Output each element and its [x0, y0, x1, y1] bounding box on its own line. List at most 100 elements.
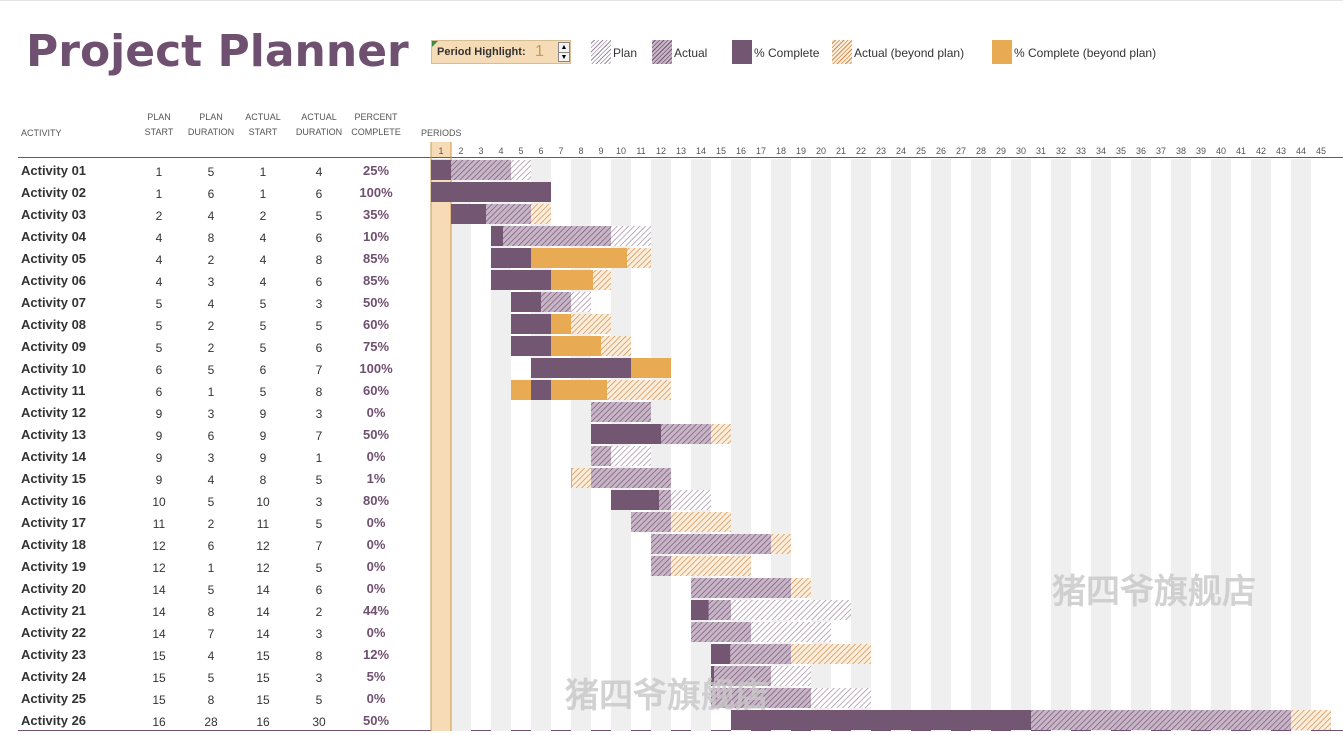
percent-complete-cell: 85% — [362, 273, 390, 288]
header-rule — [18, 157, 1343, 158]
actual-start-cell: 9 — [259, 451, 267, 465]
actual-beyond-plan-bar — [671, 512, 731, 532]
period-number: 24 — [896, 146, 906, 156]
period-number: 22 — [856, 146, 866, 156]
period-column-stripe — [931, 159, 951, 731]
period-number: 42 — [1256, 146, 1266, 156]
percent-complete-bar — [511, 314, 551, 334]
period-column-stripe — [651, 159, 671, 731]
header-actual-start: ACTUAL START — [245, 112, 281, 137]
plan-duration-cell: 6 — [207, 187, 215, 201]
plan-duration-cell: 7 — [207, 627, 215, 641]
percent-complete-bar — [611, 490, 659, 510]
actual-duration-cell: 4 — [315, 165, 323, 179]
actual-bar — [711, 644, 791, 664]
period-number: 9 — [598, 146, 603, 156]
percent-complete-cell: 10% — [362, 229, 390, 244]
plan-start-cell: 9 — [155, 473, 163, 487]
actual-duration-cell: 3 — [315, 407, 323, 421]
percent-complete-bar — [491, 248, 531, 268]
header-periods: PERIODS — [421, 128, 462, 138]
footer-rule — [18, 730, 1343, 731]
actual-start-cell: 16 — [256, 715, 270, 729]
period-column-stripe — [1211, 159, 1231, 731]
activity-name: Activity 16 — [21, 493, 87, 508]
plan-duration-cell: 5 — [207, 671, 215, 685]
actual-duration-cell: 3 — [315, 495, 323, 509]
period-number: 5 — [518, 146, 523, 156]
period-highlight-value[interactable]: 1 — [535, 43, 544, 60]
period-number: 40 — [1216, 146, 1226, 156]
actual-start-cell: 5 — [259, 297, 267, 311]
actual-duration-cell: 8 — [315, 385, 323, 399]
legend-swatch-actual-beyond — [832, 40, 852, 64]
percent-complete-cell: 100% — [359, 361, 393, 376]
period-spinner[interactable]: ▲ ▼ — [558, 42, 570, 62]
actual-duration-cell: 5 — [315, 209, 323, 223]
percent-complete-cell: 0% — [366, 691, 386, 706]
actual-start-cell: 5 — [259, 319, 267, 333]
percent-complete-cell: 75% — [362, 339, 390, 354]
percent-complete-bar — [731, 710, 1031, 730]
actual-duration-cell: 6 — [315, 275, 323, 289]
actual-start-cell: 10 — [256, 495, 270, 509]
plan-start-cell: 15 — [152, 649, 166, 663]
plan-duration-cell: 3 — [207, 407, 215, 421]
actual-bar — [631, 512, 671, 532]
period-number: 27 — [956, 146, 966, 156]
plan-start-cell: 6 — [155, 363, 163, 377]
actual-duration-cell: 7 — [315, 363, 323, 377]
actual-duration-cell: 6 — [315, 583, 323, 597]
percent-complete-cell: 0% — [366, 559, 386, 574]
actual-start-cell: 15 — [256, 671, 270, 685]
page-title: Project Planner — [26, 26, 409, 77]
plan-duration-cell: 8 — [207, 605, 215, 619]
activity-name: Activity 26 — [21, 713, 87, 728]
legend-swatch-plan — [591, 40, 611, 64]
spinner-down-icon[interactable]: ▼ — [560, 54, 568, 61]
percent-complete-beyond-bar — [571, 468, 572, 488]
percent-complete-cell: 60% — [362, 383, 390, 398]
activity-name: Activity 15 — [21, 471, 87, 486]
percent-complete-cell: 100% — [359, 185, 393, 200]
period-number: 41 — [1236, 146, 1246, 156]
actual-duration-cell: 5 — [315, 693, 323, 707]
period-highlight-header — [431, 142, 451, 157]
period-number: 25 — [916, 146, 926, 156]
actual-bar — [691, 578, 791, 598]
plan-duration-cell: 4 — [207, 209, 215, 223]
percent-complete-beyond-bar — [511, 380, 531, 400]
actual-beyond-plan-bar — [671, 556, 751, 576]
actual-start-cell: 2 — [259, 209, 267, 223]
actual-start-cell: 4 — [259, 253, 267, 267]
percent-complete-cell: 25% — [362, 163, 390, 178]
plan-duration-cell: 5 — [207, 165, 215, 179]
plan-start-cell: 1 — [155, 165, 163, 179]
header-plan-duration: PLAN DURATION — [187, 112, 235, 137]
plan-start-cell: 12 — [152, 561, 166, 575]
plan-duration-cell: 2 — [207, 517, 215, 531]
plan-start-cell: 9 — [155, 429, 163, 443]
plan-duration-cell: 6 — [207, 429, 215, 443]
activity-name: Activity 17 — [21, 515, 87, 530]
actual-start-cell: 8 — [259, 473, 267, 487]
actual-start-cell: 5 — [259, 341, 267, 355]
legend-label: % Complete — [754, 46, 820, 60]
actual-start-cell: 4 — [259, 231, 267, 245]
plan-start-cell: 5 — [155, 319, 163, 333]
plan-duration-cell: 4 — [207, 649, 215, 663]
actual-beyond-plan-bar — [571, 468, 591, 488]
percent-complete-cell: 60% — [362, 317, 390, 332]
percent-complete-cell: 0% — [366, 581, 386, 596]
spinner-up-icon[interactable]: ▲ — [559, 44, 569, 53]
percent-complete-cell: 50% — [362, 295, 390, 310]
period-number: 34 — [1096, 146, 1106, 156]
plan-start-cell: 14 — [152, 605, 166, 619]
activity-name: Activity 02 — [21, 185, 87, 200]
period-column-stripe — [1011, 159, 1031, 731]
period-number: 30 — [1016, 146, 1026, 156]
percent-complete-cell: 50% — [362, 713, 390, 728]
legend-label: % Complete (beyond plan) — [1014, 46, 1157, 60]
plan-start-cell: 14 — [152, 583, 166, 597]
plan-start-cell: 5 — [155, 297, 163, 311]
